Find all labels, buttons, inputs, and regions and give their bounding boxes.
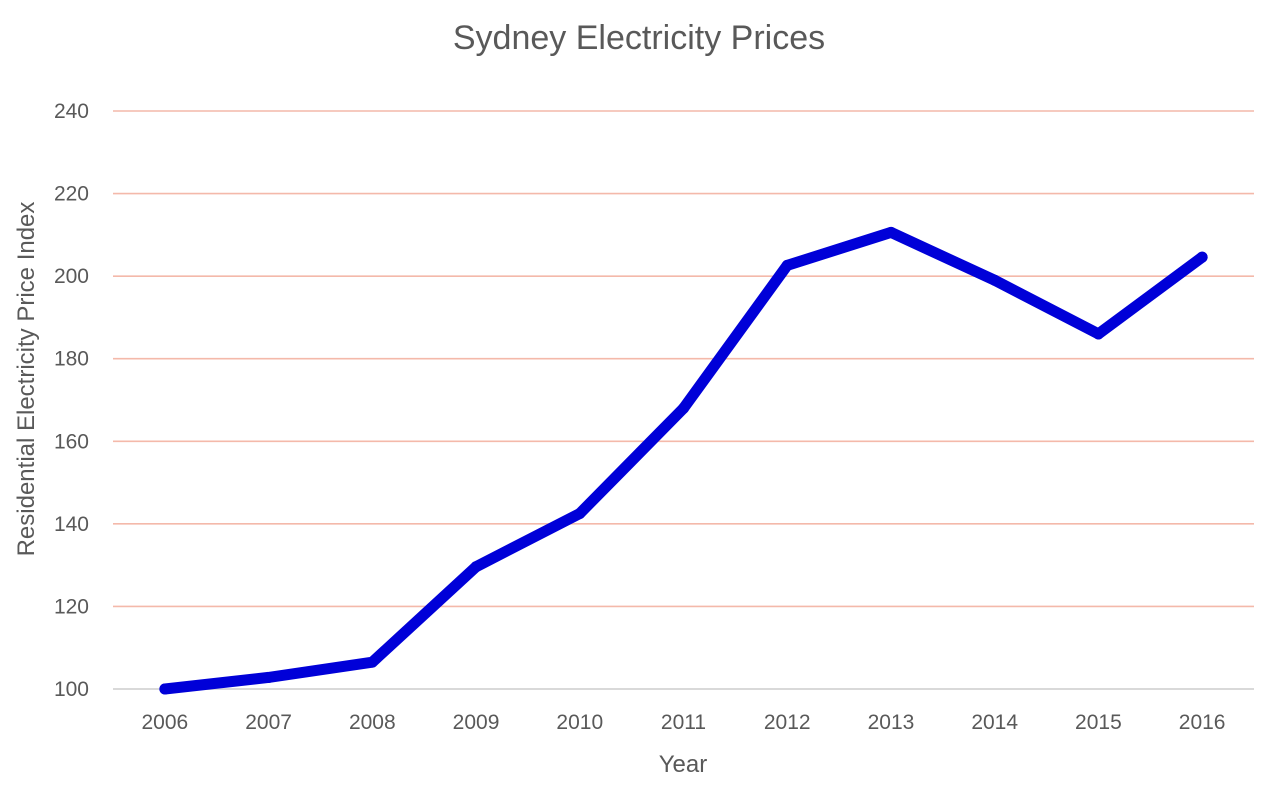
x-tick-label: 2013 [868,711,915,734]
y-tick-label: 140 [54,513,89,536]
x-tick-label: 2009 [453,711,500,734]
data-point [678,402,689,414]
y-tick-label: 160 [54,430,89,453]
y-tick-label: 180 [54,348,89,371]
x-tick-label: 2008 [349,711,396,734]
x-tick-label: 2014 [971,711,1018,734]
y-tick-label: 120 [54,595,89,618]
data-point [366,656,378,668]
data-point [263,671,275,683]
x-axis-ticks: 2006 2007 2008 2009 2010 2011 2012 2013 2014 2015… [142,711,1226,734]
y-tick-label: 220 [54,183,89,206]
series-layer [159,226,1208,695]
data-point [781,259,793,271]
data-point [989,274,1001,286]
chart-title: Sydney Electricity Prices [453,19,825,57]
x-tick-label: 2015 [1075,711,1122,734]
y-tick-label: 100 [54,678,89,701]
data-point [1196,251,1208,263]
x-tick-label: 2012 [764,711,811,734]
data-point [1092,328,1104,340]
y-tick-label: 240 [54,100,89,123]
x-tick-label: 2007 [245,711,292,734]
y-tick-label: 200 [54,265,89,288]
y-axis-ticks: 100 120 140 160 180 200 220 240 [54,100,89,701]
gridlines [113,110,1254,690]
y-axis-title: Residential Electricity Price Index [13,202,40,557]
x-tick-label: 2011 [661,711,706,734]
x-tick-label: 2006 [142,711,189,734]
x-tick-label: 2016 [1179,711,1226,734]
data-point [470,561,482,573]
data-point [885,226,897,238]
x-tick-label: 2010 [556,711,603,734]
data-point [574,508,586,520]
data-point [159,683,171,695]
series-line [159,226,1208,695]
x-axis-title: Year [659,751,708,778]
